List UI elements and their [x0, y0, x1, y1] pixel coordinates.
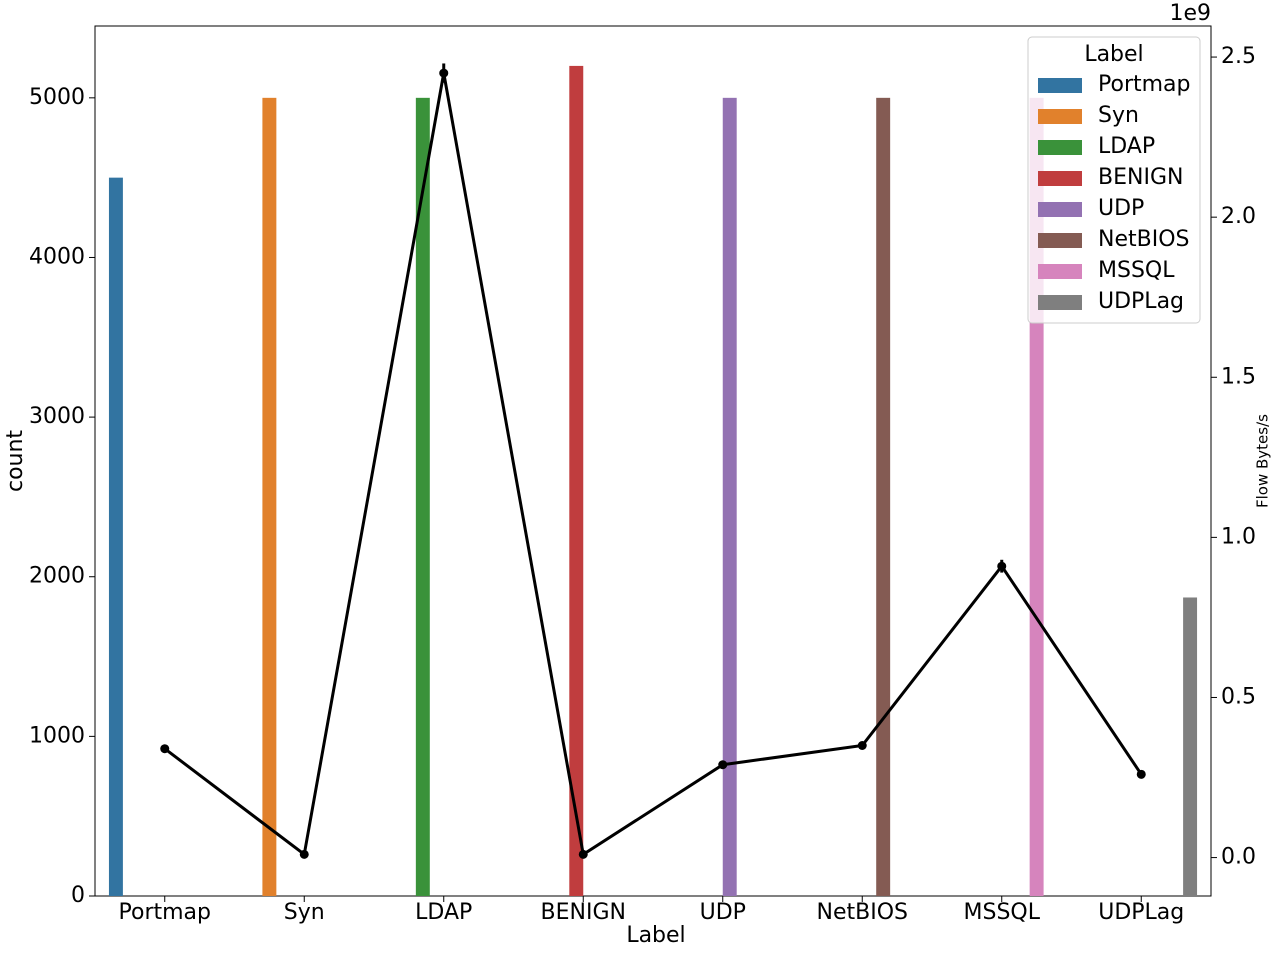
- y2-tick-label: 2.0: [1221, 204, 1256, 229]
- bar: [108, 177, 123, 897]
- y-tick-label: 0: [71, 883, 85, 908]
- legend-swatch: [1038, 233, 1082, 248]
- x-tick-label: BENIGN: [541, 900, 626, 925]
- line-point: [578, 849, 588, 859]
- x-axis-label: Label: [626, 923, 685, 948]
- x-tick-label: UDP: [700, 900, 746, 925]
- y2-tick-label: 0.0: [1221, 845, 1256, 870]
- legend-label: Portmap: [1098, 72, 1191, 97]
- legend-label: MSSQL: [1098, 258, 1175, 283]
- bar: [1183, 597, 1198, 896]
- legend-label: LDAP: [1098, 134, 1155, 159]
- line-point: [1136, 769, 1146, 779]
- y2-tick-label: 0.5: [1221, 684, 1256, 709]
- legend-swatch: [1038, 140, 1082, 155]
- bar: [415, 97, 430, 897]
- line: [163, 72, 1143, 858]
- legend-swatch: [1038, 171, 1082, 186]
- legend-swatch: [1038, 264, 1082, 279]
- line-point: [299, 849, 309, 859]
- y-tick-label: 2000: [29, 564, 85, 589]
- y2-axis-label: Flow Bytes/s: [1254, 414, 1272, 508]
- y2-tick-label: 1.0: [1221, 524, 1256, 549]
- legend-swatch: [1038, 295, 1082, 310]
- legend-label: NetBIOS: [1098, 227, 1189, 252]
- bar: [876, 97, 891, 897]
- bar: [569, 65, 584, 896]
- x-tick-label: Syn: [284, 900, 325, 925]
- legend-label: BENIGN: [1098, 165, 1183, 190]
- legend-swatch: [1038, 202, 1082, 217]
- y-tick-label: 3000: [29, 404, 85, 429]
- line-point: [160, 744, 170, 754]
- y2-tick-label: 1.5: [1221, 364, 1256, 389]
- y-tick-label: 4000: [29, 244, 85, 269]
- bar: [722, 97, 737, 897]
- legend-swatch: [1038, 78, 1082, 93]
- x-tick-label: NetBIOS: [817, 900, 908, 925]
- plot-frame: [94, 25, 1212, 897]
- legend-label: UDP: [1098, 196, 1144, 221]
- bar: [262, 97, 277, 897]
- y2-offset-label: 1e9: [1169, 1, 1211, 26]
- legend-swatch: [1038, 109, 1082, 124]
- x-tick-label: Portmap: [119, 900, 212, 925]
- y-tick-label: 1000: [29, 723, 85, 748]
- legend-box: [1027, 36, 1201, 324]
- line-point: [439, 68, 449, 78]
- line-point: [718, 760, 728, 770]
- legend-label: UDPLag: [1098, 289, 1184, 314]
- line-point: [997, 561, 1007, 571]
- y-axis-label: count: [3, 430, 28, 492]
- y-tick-label: 5000: [29, 85, 85, 110]
- y2-tick-label: 2.5: [1221, 44, 1256, 69]
- x-tick-label: MSSQL: [964, 900, 1041, 925]
- x-tick-label: UDPLag: [1098, 900, 1184, 925]
- line-point: [857, 741, 867, 751]
- legend-title: Label: [1084, 42, 1143, 67]
- legend-label: Syn: [1098, 103, 1139, 128]
- legend: Label Portmap Syn LDAP BENIGN UDP NetBIOS MSSQL…: [1027, 36, 1201, 324]
- x-tick-label: LDAP: [415, 900, 472, 925]
